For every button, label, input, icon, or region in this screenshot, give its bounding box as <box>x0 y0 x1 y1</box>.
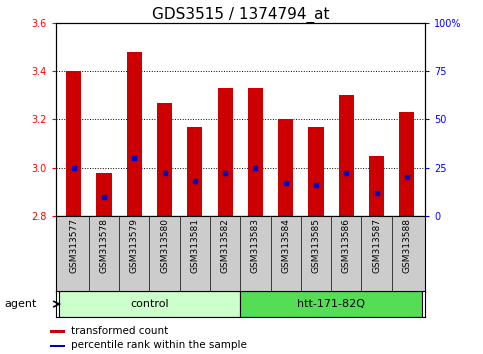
Text: GSM313582: GSM313582 <box>221 218 229 273</box>
Bar <box>66 71 81 216</box>
Bar <box>50 330 65 333</box>
Text: GSM313585: GSM313585 <box>312 218 321 273</box>
Text: GSM313580: GSM313580 <box>160 218 169 273</box>
Text: GSM313586: GSM313586 <box>342 218 351 273</box>
Bar <box>217 88 233 216</box>
Bar <box>58 291 241 317</box>
Bar <box>187 127 202 216</box>
Text: agent: agent <box>5 299 37 309</box>
Bar <box>127 52 142 216</box>
Bar <box>97 172 112 216</box>
Bar <box>248 88 263 216</box>
Bar <box>157 103 172 216</box>
Text: control: control <box>130 299 169 309</box>
Text: htt-171-82Q: htt-171-82Q <box>297 299 365 309</box>
Bar <box>369 156 384 216</box>
Text: transformed count: transformed count <box>71 326 168 336</box>
Text: GSM313577: GSM313577 <box>69 218 78 273</box>
Bar <box>278 120 293 216</box>
Text: GSM313584: GSM313584 <box>281 218 290 273</box>
Title: GDS3515 / 1374794_at: GDS3515 / 1374794_at <box>152 7 329 23</box>
Text: percentile rank within the sample: percentile rank within the sample <box>71 340 246 350</box>
Text: GSM313578: GSM313578 <box>99 218 109 273</box>
Text: GSM313588: GSM313588 <box>402 218 412 273</box>
Bar <box>339 95 354 216</box>
Text: GSM313583: GSM313583 <box>251 218 260 273</box>
Text: GSM313581: GSM313581 <box>190 218 199 273</box>
Text: GSM313587: GSM313587 <box>372 218 381 273</box>
Bar <box>309 127 324 216</box>
Text: GSM313579: GSM313579 <box>130 218 139 273</box>
Bar <box>50 345 65 348</box>
Bar <box>241 291 422 317</box>
Bar <box>399 112 414 216</box>
